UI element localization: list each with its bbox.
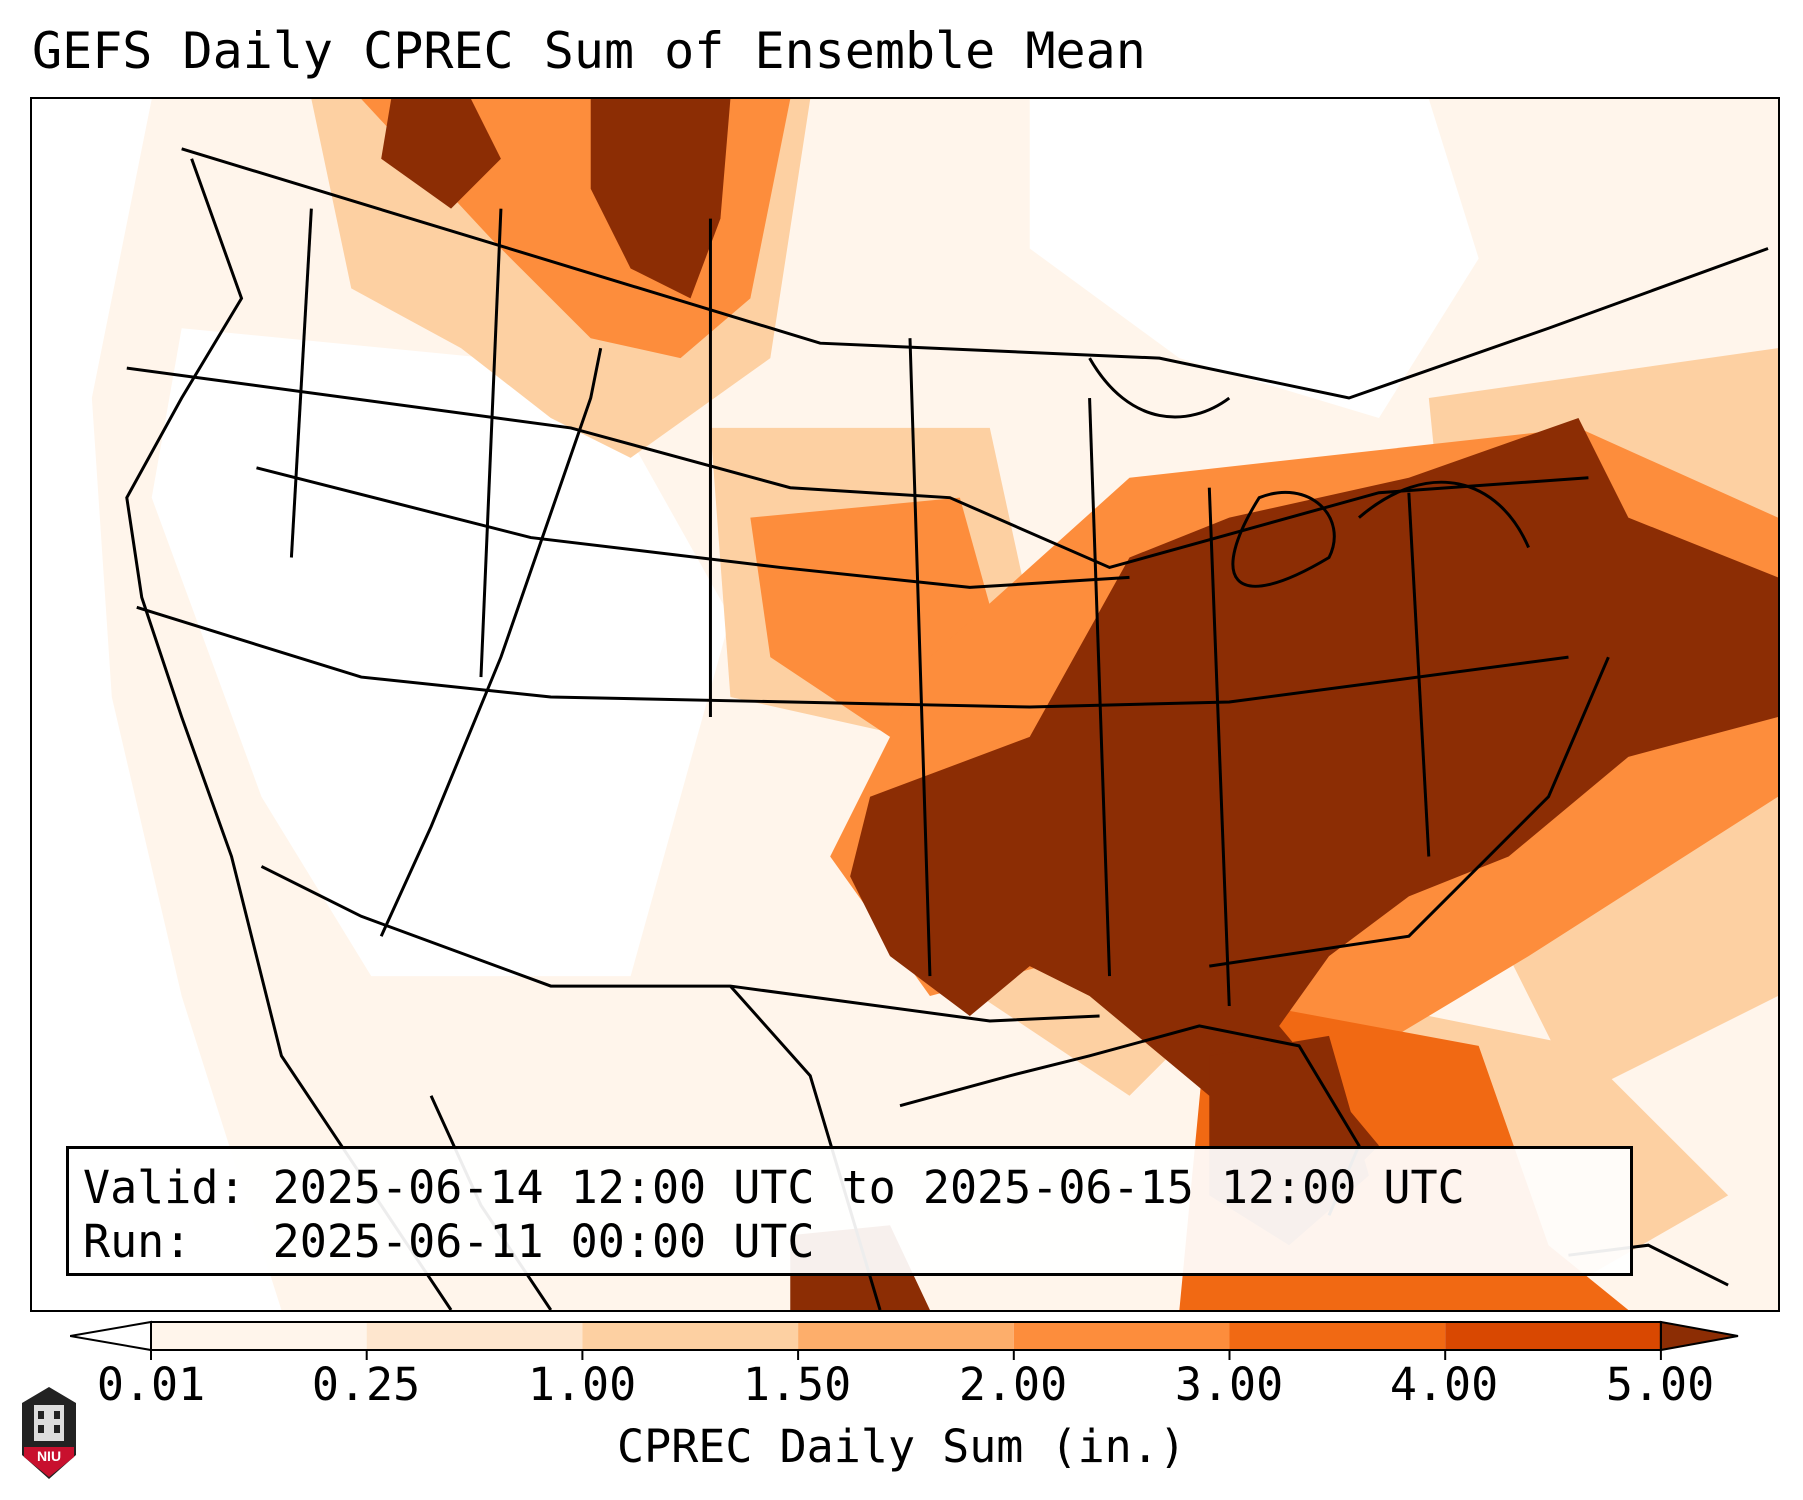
map-panel [30,97,1780,1312]
colorbar [70,1320,1739,1360]
colorbar-segment [366,1322,583,1350]
colorbar-segment [151,1322,367,1350]
colorbar-tick-label: 0.25 [311,1358,421,1411]
colorbar-segment [582,1322,799,1350]
valid-run-info-box: Valid: 2025-06-14 12:00 UTC to 2025-06-1… [66,1146,1633,1276]
colorbar-label: CPREC Daily Sum (in.) [617,1420,1186,1473]
colorbar-tick-label: 1.00 [527,1358,637,1411]
colorbar-tick-label: 2.00 [958,1358,1068,1411]
run-time-text: Run: 2025-06-11 00:00 UTC [83,1215,815,1268]
colorbar-tick-label: 5.00 [1605,1358,1715,1411]
colorbar-tick-label: 3.00 [1174,1358,1284,1411]
valid-time-text: Valid: 2025-06-14 12:00 UTC to 2025-06-1… [83,1161,1465,1214]
colorbar-segment [1013,1322,1230,1350]
map-title: GEFS Daily CPREC Sum of Ensemble Mean [32,22,1146,80]
niu-logo: NIU [22,1387,76,1479]
boundary-lines [125,147,1769,1310]
colorbar-under-arrow [70,1320,152,1352]
colorbar-over-arrow [1659,1320,1739,1352]
colorbar-outline [150,1321,1662,1351]
colorbar-segment [1229,1322,1446,1350]
colorbar-tick-label: 4.00 [1389,1358,1499,1411]
colorbar-segment [1445,1322,1661,1350]
colorbar-tick-label: 1.50 [742,1358,852,1411]
svg-text:NIU: NIU [37,1448,61,1464]
colorbar-tick-label: 0.01 [96,1358,206,1411]
colorbar-segment [798,1322,1014,1350]
precip-map [32,99,1778,1310]
